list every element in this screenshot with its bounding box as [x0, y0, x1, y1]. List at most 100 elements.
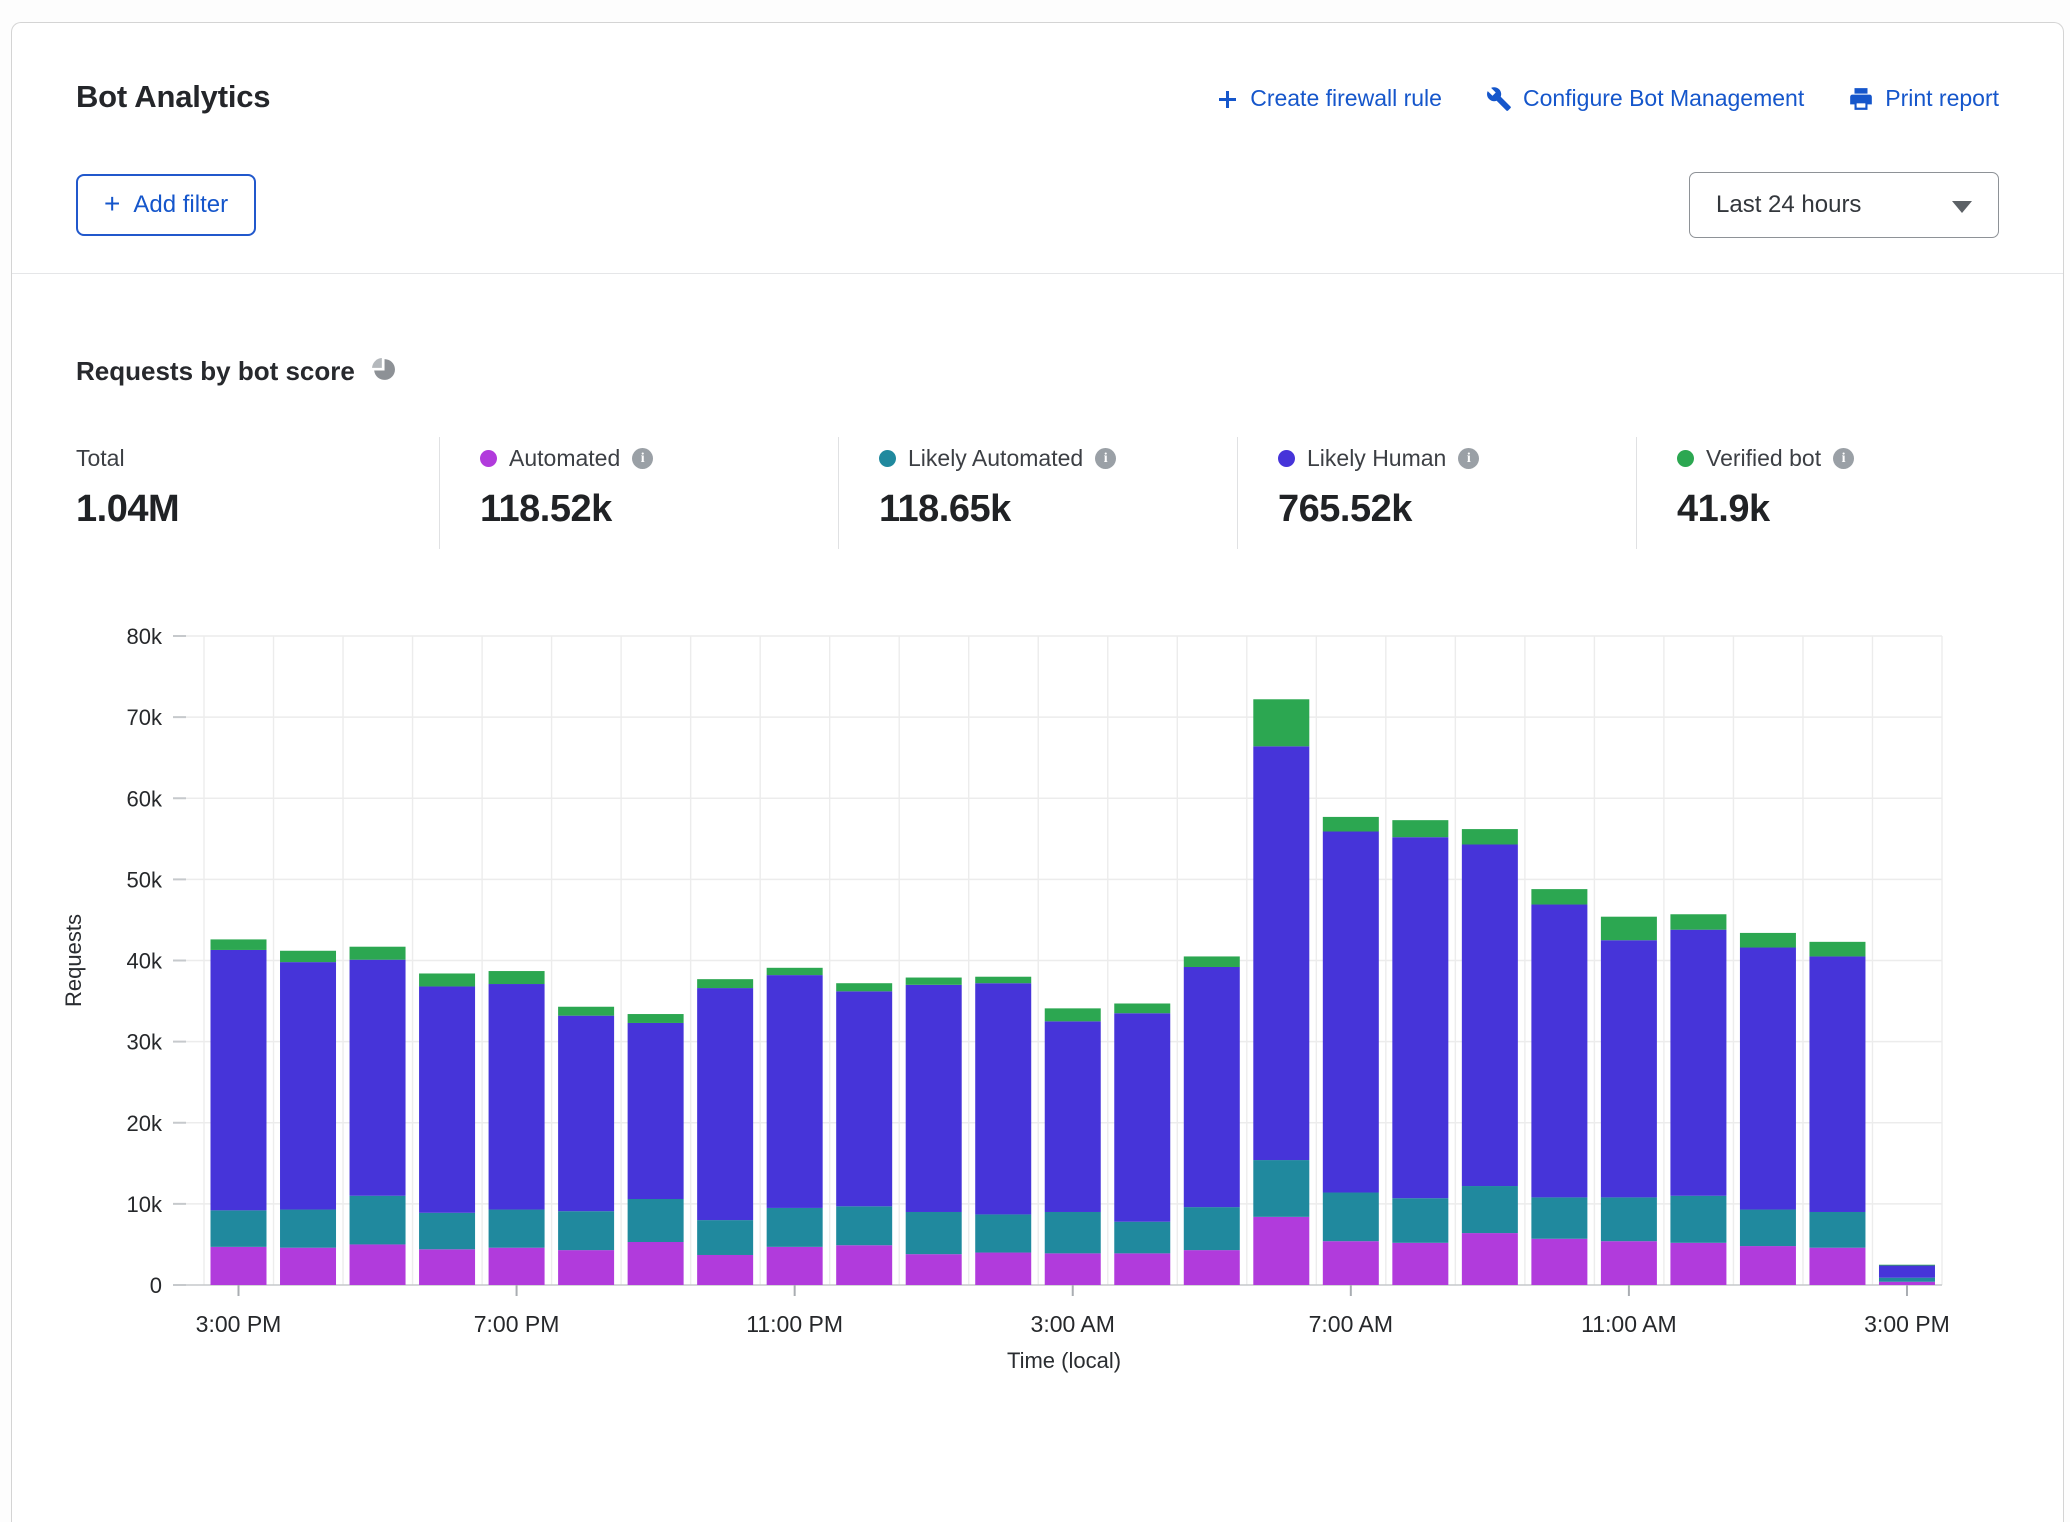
bar-segment-likely-automated[interactable]: [1323, 1193, 1379, 1242]
bar-segment-likely-automated[interactable]: [1809, 1212, 1865, 1248]
bar-segment-automated[interactable]: [1114, 1253, 1170, 1285]
bar-segment-likely-human[interactable]: [1184, 967, 1240, 1207]
bar-segment-likely-automated[interactable]: [489, 1210, 545, 1248]
bar-segment-automated[interactable]: [489, 1248, 545, 1285]
bar-segment-automated[interactable]: [1879, 1282, 1935, 1285]
bar-segment-verified-bot[interactable]: [1114, 1003, 1170, 1013]
bar-segment-likely-automated[interactable]: [906, 1212, 962, 1254]
bar-segment-verified-bot[interactable]: [1392, 820, 1448, 837]
bar-segment-likely-automated[interactable]: [1392, 1198, 1448, 1243]
bar-segment-likely-human[interactable]: [1462, 844, 1518, 1186]
bar-segment-likely-human[interactable]: [1531, 905, 1587, 1198]
bar-segment-likely-human[interactable]: [1114, 1013, 1170, 1221]
bar-segment-likely-human[interactable]: [280, 962, 336, 1209]
bar-segment-likely-human[interactable]: [836, 991, 892, 1206]
bar-segment-automated[interactable]: [1045, 1253, 1101, 1285]
bar-segment-verified-bot[interactable]: [628, 1014, 684, 1023]
bar-segment-likely-automated[interactable]: [1045, 1212, 1101, 1253]
bar-segment-likely-automated[interactable]: [975, 1214, 1031, 1252]
bar-segment-verified-bot[interactable]: [1740, 933, 1796, 948]
bar-segment-likely-human[interactable]: [767, 975, 823, 1208]
info-icon[interactable]: i: [1458, 448, 1479, 469]
bar-segment-automated[interactable]: [697, 1255, 753, 1285]
bar-segment-likely-automated[interactable]: [280, 1210, 336, 1248]
create-firewall-rule-link[interactable]: Create firewall rule: [1215, 85, 1442, 112]
bar-segment-likely-human[interactable]: [558, 1016, 614, 1212]
bar-segment-verified-bot[interactable]: [211, 939, 267, 950]
bar-segment-likely-automated[interactable]: [1879, 1278, 1935, 1282]
bar-segment-likely-human[interactable]: [1601, 940, 1657, 1197]
info-icon[interactable]: i: [1095, 448, 1116, 469]
bar-segment-automated[interactable]: [975, 1253, 1031, 1285]
bar-segment-likely-human[interactable]: [1045, 1021, 1101, 1212]
bar-segment-automated[interactable]: [558, 1250, 614, 1285]
add-filter-button[interactable]: + Add filter: [76, 174, 256, 236]
bar-segment-likely-human[interactable]: [419, 986, 475, 1212]
bar-segment-automated[interactable]: [1392, 1243, 1448, 1285]
info-icon[interactable]: i: [632, 448, 653, 469]
bar-segment-verified-bot[interactable]: [836, 983, 892, 991]
bar-segment-automated[interactable]: [1740, 1246, 1796, 1285]
bar-segment-likely-human[interactable]: [211, 950, 267, 1210]
bar-segment-likely-automated[interactable]: [1670, 1196, 1726, 1243]
bar-segment-likely-automated[interactable]: [1740, 1210, 1796, 1247]
bar-segment-verified-bot[interactable]: [1670, 914, 1726, 929]
bar-segment-verified-bot[interactable]: [1253, 699, 1309, 746]
bar-segment-verified-bot[interactable]: [1184, 956, 1240, 967]
bar-segment-likely-automated[interactable]: [1114, 1222, 1170, 1254]
bar-segment-automated[interactable]: [1670, 1243, 1726, 1285]
bar-segment-verified-bot[interactable]: [1462, 829, 1518, 844]
bar-segment-automated[interactable]: [1601, 1241, 1657, 1285]
bar-segment-likely-human[interactable]: [1392, 837, 1448, 1198]
bar-segment-automated[interactable]: [350, 1244, 406, 1285]
bar-segment-automated[interactable]: [419, 1249, 475, 1285]
bar-segment-automated[interactable]: [211, 1247, 267, 1285]
bar-segment-automated[interactable]: [767, 1247, 823, 1285]
bar-segment-verified-bot[interactable]: [767, 968, 823, 975]
bar-segment-automated[interactable]: [1184, 1250, 1240, 1285]
bar-segment-likely-automated[interactable]: [1601, 1197, 1657, 1241]
bar-segment-verified-bot[interactable]: [1879, 1265, 1935, 1266]
bar-segment-likely-human[interactable]: [697, 988, 753, 1220]
bar-segment-likely-automated[interactable]: [1531, 1197, 1587, 1238]
time-range-dropdown[interactable]: Last 24 hours: [1689, 172, 1999, 238]
bar-segment-likely-automated[interactable]: [558, 1211, 614, 1250]
bar-segment-automated[interactable]: [280, 1248, 336, 1285]
bar-segment-verified-bot[interactable]: [419, 973, 475, 986]
configure-bot-management-link[interactable]: Configure Bot Management: [1486, 85, 1804, 112]
bar-segment-verified-bot[interactable]: [350, 947, 406, 960]
bar-segment-likely-human[interactable]: [1879, 1266, 1935, 1278]
bar-segment-verified-bot[interactable]: [489, 971, 545, 984]
bar-segment-verified-bot[interactable]: [1045, 1008, 1101, 1021]
bar-segment-likely-automated[interactable]: [1462, 1186, 1518, 1233]
bar-segment-automated[interactable]: [836, 1245, 892, 1285]
bar-segment-automated[interactable]: [628, 1242, 684, 1285]
print-report-link[interactable]: Print report: [1848, 85, 1999, 112]
bar-segment-likely-human[interactable]: [489, 984, 545, 1210]
bar-segment-likely-human[interactable]: [975, 983, 1031, 1214]
bar-segment-verified-bot[interactable]: [975, 977, 1031, 983]
bar-segment-automated[interactable]: [1253, 1217, 1309, 1285]
bar-segment-likely-human[interactable]: [350, 960, 406, 1196]
bar-segment-verified-bot[interactable]: [697, 979, 753, 988]
bar-segment-automated[interactable]: [1809, 1248, 1865, 1285]
bar-segment-automated[interactable]: [1462, 1233, 1518, 1285]
bar-segment-likely-automated[interactable]: [419, 1213, 475, 1250]
bar-segment-automated[interactable]: [1531, 1239, 1587, 1285]
bar-segment-likely-human[interactable]: [1809, 956, 1865, 1212]
bar-segment-verified-bot[interactable]: [1601, 917, 1657, 941]
bar-segment-likely-automated[interactable]: [628, 1199, 684, 1242]
bar-segment-likely-automated[interactable]: [350, 1196, 406, 1245]
bar-segment-likely-human[interactable]: [906, 985, 962, 1212]
bar-segment-verified-bot[interactable]: [280, 951, 336, 962]
bar-segment-likely-automated[interactable]: [836, 1206, 892, 1245]
bar-segment-verified-bot[interactable]: [906, 978, 962, 985]
bar-segment-likely-human[interactable]: [628, 1023, 684, 1199]
bar-segment-automated[interactable]: [1323, 1241, 1379, 1285]
bar-segment-verified-bot[interactable]: [1323, 817, 1379, 832]
bar-segment-likely-human[interactable]: [1670, 930, 1726, 1196]
bar-segment-likely-automated[interactable]: [211, 1210, 267, 1247]
bar-segment-likely-automated[interactable]: [767, 1208, 823, 1247]
bar-segment-verified-bot[interactable]: [1809, 942, 1865, 957]
bar-segment-verified-bot[interactable]: [1531, 889, 1587, 904]
